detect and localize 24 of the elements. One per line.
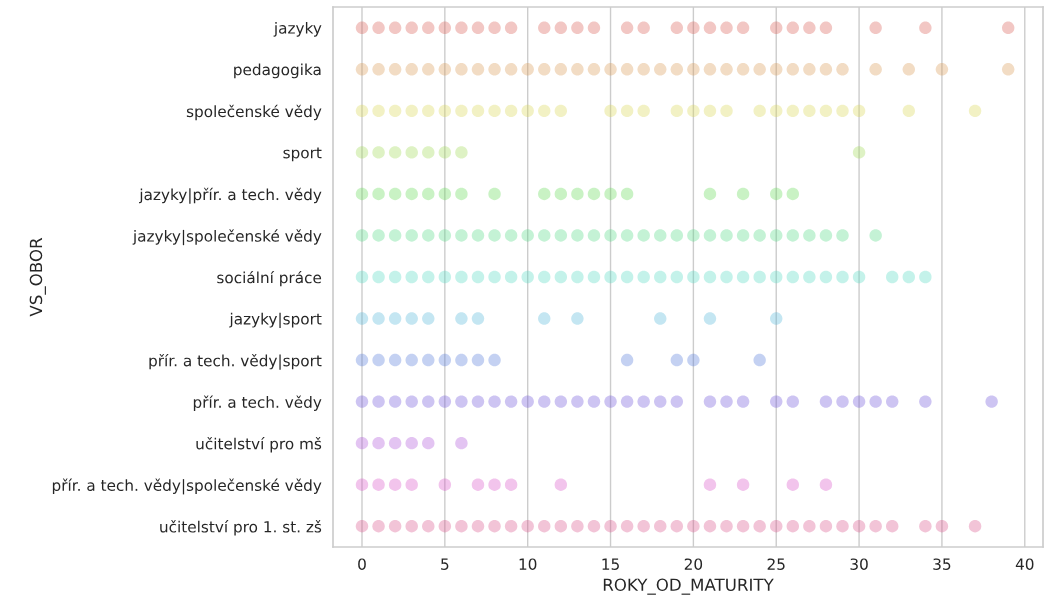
y-tick-label: přír. a tech. vědy|sport bbox=[149, 353, 322, 370]
y-tick-label: jazyky|sport bbox=[229, 312, 322, 328]
x-tick-label: 20 bbox=[684, 558, 703, 570]
x-tick-label: 10 bbox=[519, 558, 537, 570]
y-tick-label: pedagogika bbox=[234, 63, 321, 79]
y-tick-label: přír. a tech. vědy|společenské vědy bbox=[52, 478, 322, 495]
y-tick-label: společenské vědy bbox=[186, 104, 322, 121]
y-tick-label: jazyky bbox=[273, 21, 322, 37]
x-tick-label: 0 bbox=[358, 558, 366, 570]
y-tick-label: jazyky|přír. a tech. vědy bbox=[139, 187, 322, 204]
x-tick-label: 35 bbox=[933, 558, 951, 570]
y-axis-title: VS_OBOR bbox=[29, 237, 46, 317]
y-tick-label: sport bbox=[283, 147, 322, 162]
x-tick-label: 5 bbox=[441, 558, 449, 570]
x-tick-label: 15 bbox=[602, 558, 619, 570]
x-axis-title: ROKY_OD_MATURITY bbox=[603, 578, 774, 595]
x-tick-label: 30 bbox=[850, 558, 868, 570]
y-tick-label: učitelství pro mš bbox=[196, 437, 322, 453]
x-tick-label: 25 bbox=[767, 558, 785, 570]
y-tick-label: přír. a tech. vědy bbox=[193, 395, 322, 411]
y-tick-label: sociální práce bbox=[217, 270, 322, 287]
x-tick-label: 40 bbox=[1015, 558, 1034, 570]
y-tick-label: učitelství pro 1. st. zš bbox=[160, 520, 322, 536]
y-tick-label: jazyky|společenské vědy bbox=[132, 229, 322, 246]
